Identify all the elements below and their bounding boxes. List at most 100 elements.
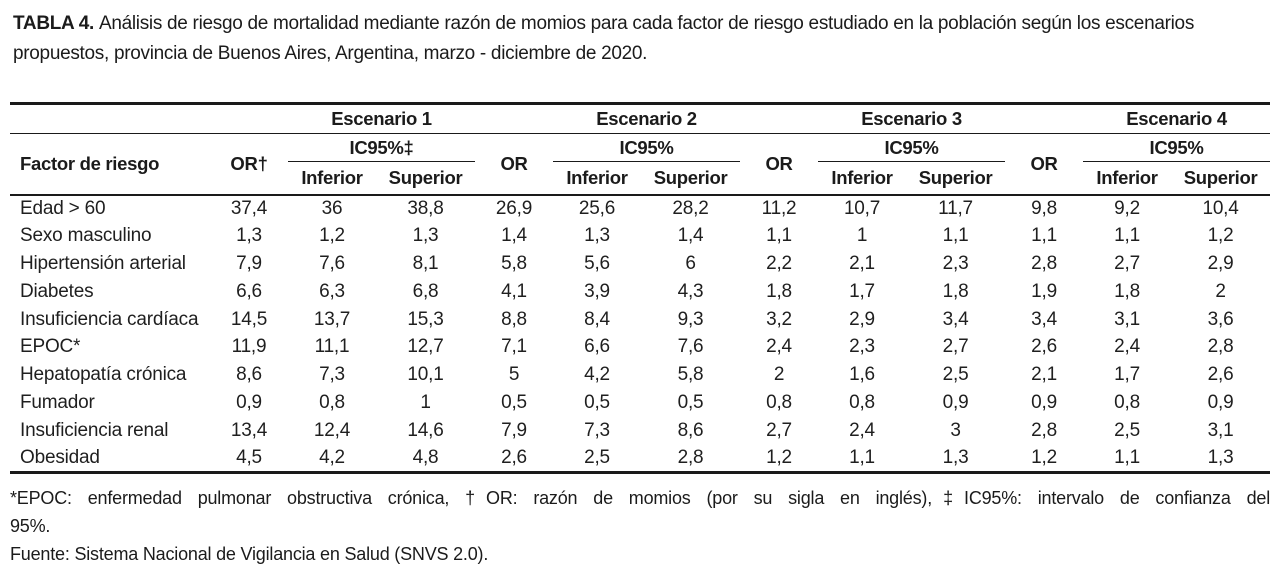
- value-cell: 8,6: [236, 364, 262, 386]
- value-cell: 6: [685, 252, 696, 274]
- value-cell: 26,9: [495, 197, 533, 219]
- table-row: Obesidad 4,5 4,2 4,8 2,6 2,5 2,8 1,2 1,1 1,3 1,2 1,…: [10, 445, 1270, 473]
- value-cell: 36: [321, 197, 343, 219]
- ci-lower-header: Inferior: [301, 166, 363, 188]
- value-cell: 2,1: [1031, 364, 1057, 386]
- value-cell: 0,5: [584, 391, 610, 413]
- value-cell: 8,4: [584, 308, 610, 330]
- value-cell: 4,5: [236, 446, 262, 468]
- value-cell: 9,8: [1031, 197, 1057, 219]
- value-cell: 1,1: [1114, 225, 1140, 247]
- value-cell: 2,8: [1031, 252, 1057, 274]
- value-cell: 8,1: [412, 252, 439, 274]
- value-cell: 0,9: [236, 391, 262, 413]
- value-cell: 9,2: [1114, 197, 1140, 219]
- value-cell: 5: [508, 364, 520, 386]
- value-cell: 5,6: [584, 252, 610, 274]
- table-row: Hepatopatía crónica 8,6 7,3 10,1 5 4,2 5,8 2 1,6…: [10, 361, 1270, 389]
- factor-cell: Insuficiencia cardíaca: [20, 308, 199, 330]
- scenario-header-2: Escenario 2: [553, 103, 741, 134]
- value-cell: 1,7: [1114, 364, 1140, 386]
- value-cell: 14,5: [230, 308, 268, 330]
- factor-cell: Insuficiencia renal: [20, 419, 169, 441]
- value-cell: 6,6: [584, 336, 610, 358]
- value-cell: 11,2: [761, 197, 797, 219]
- value-cell: 6,3: [319, 280, 345, 302]
- page: TABLA 4. Análisis de riesgo de mortalida…: [0, 9, 1280, 568]
- table-row: Diabetes 6,6 6,3 6,8 4,1 3,9 4,3 1,8 1,7 1,8 1,9 1,…: [10, 278, 1270, 306]
- value-cell: 3,4: [1031, 308, 1057, 330]
- ci-subheader-row: Inferior Superior Inferior Superior Infe…: [10, 162, 1270, 195]
- risk-table: Escenario 1 Escenario 2 Escenario 3 Esce…: [10, 102, 1271, 474]
- table-row: Insuficiencia renal 13,4 12,4 14,6 7,9 7,3 8,6…: [10, 417, 1270, 445]
- value-cell: 0,8: [766, 391, 792, 413]
- value-cell: 1,2: [1207, 225, 1234, 247]
- ci-lower-header: Inferior: [831, 166, 893, 188]
- table-caption: TABLA 4. Análisis de riesgo de mortalida…: [13, 9, 1267, 69]
- value-cell: 7,1: [501, 336, 527, 358]
- value-cell: 7,6: [319, 252, 345, 274]
- value-cell: 4,1: [501, 280, 527, 302]
- table-row: Sexo masculino 1,3 1,2 1,3 1,4 1,3 1,4 1,1 1 1,1 1…: [10, 222, 1270, 250]
- value-cell: 1,8: [1114, 280, 1140, 302]
- value-cell: 2,4: [849, 419, 875, 441]
- value-cell: 11,9: [231, 336, 267, 358]
- value-cell: 2,6: [501, 446, 527, 468]
- ic95-header-4: IC95%: [1083, 133, 1271, 162]
- value-cell: 5,8: [677, 364, 704, 386]
- value-cell: 0,5: [677, 391, 704, 413]
- value-cell: 2,9: [849, 308, 875, 330]
- value-cell: 3: [950, 419, 961, 441]
- value-cell: 1,8: [766, 280, 792, 302]
- scenario-header-1: Escenario 1: [288, 103, 476, 134]
- or-header-3: OR: [765, 152, 793, 174]
- value-cell: 1,1: [1114, 446, 1140, 468]
- value-cell: 1,1: [766, 225, 792, 247]
- value-cell: 1,3: [1207, 446, 1234, 468]
- table-row: Hipertensión arterial 7,9 7,6 8,1 5,8 5,6 6 2,2…: [10, 250, 1270, 278]
- value-cell: 2: [1215, 280, 1226, 302]
- table-caption-text: Análisis de riesgo de mortalidad mediant…: [13, 13, 1195, 64]
- value-cell: 11,7: [938, 197, 973, 219]
- ic95-header-row: Factor de riesgo OR† IC95%‡ OR IC95% OR …: [10, 133, 1271, 174]
- ic95-header-3: IC95%: [818, 133, 1006, 162]
- footnote-definitions-line1: *EPOC: enfermedad pulmonar obstructiva c…: [10, 487, 1270, 508]
- value-cell: 2,6: [1031, 336, 1057, 358]
- value-cell: 7,3: [319, 364, 345, 386]
- value-cell: 9,3: [677, 308, 704, 330]
- or-header-4: OR: [1030, 152, 1058, 174]
- value-cell: 1,3: [942, 446, 969, 468]
- value-cell: 2,8: [1207, 336, 1234, 358]
- value-cell: 2,8: [1031, 419, 1057, 441]
- value-cell: 25,6: [578, 197, 616, 219]
- value-cell: 1,2: [766, 446, 792, 468]
- value-cell: 2,6: [1207, 364, 1234, 386]
- value-cell: 13,4: [230, 419, 268, 441]
- value-cell: 0,9: [1207, 391, 1234, 413]
- value-cell: 1,1: [849, 446, 875, 468]
- value-cell: 8,6: [677, 419, 704, 441]
- value-cell: 13,7: [313, 308, 351, 330]
- value-cell: 3,1: [1207, 419, 1234, 441]
- value-cell: 3,1: [1114, 308, 1140, 330]
- value-cell: 3,9: [584, 280, 610, 302]
- footnote-source: Fuente: Sistema Nacional de Vigilancia e…: [10, 543, 489, 564]
- value-cell: 28,2: [672, 197, 709, 219]
- value-cell: 37,4: [230, 197, 268, 219]
- value-cell: 1,4: [501, 225, 527, 247]
- value-cell: 10,4: [1202, 197, 1239, 219]
- value-cell: 2,4: [766, 336, 792, 358]
- factor-cell: EPOC*: [20, 336, 81, 358]
- footnote-definitions-line2: 95%.: [10, 515, 51, 536]
- value-cell: 4,3: [677, 280, 704, 302]
- header-spacer: [475, 103, 554, 134]
- value-cell: 1,8: [942, 280, 969, 302]
- ci-lower-header: Inferior: [566, 166, 628, 188]
- value-cell: 0,9: [1031, 391, 1057, 413]
- value-cell: 2,7: [1114, 252, 1140, 274]
- value-cell: 2,9: [1207, 252, 1234, 274]
- footnotes: *EPOC: enfermedad pulmonar obstructiva c…: [10, 484, 1270, 568]
- value-cell: 2,5: [942, 364, 969, 386]
- value-cell: 0,8: [319, 391, 345, 413]
- ic95-header-1: IC95%‡: [288, 133, 476, 162]
